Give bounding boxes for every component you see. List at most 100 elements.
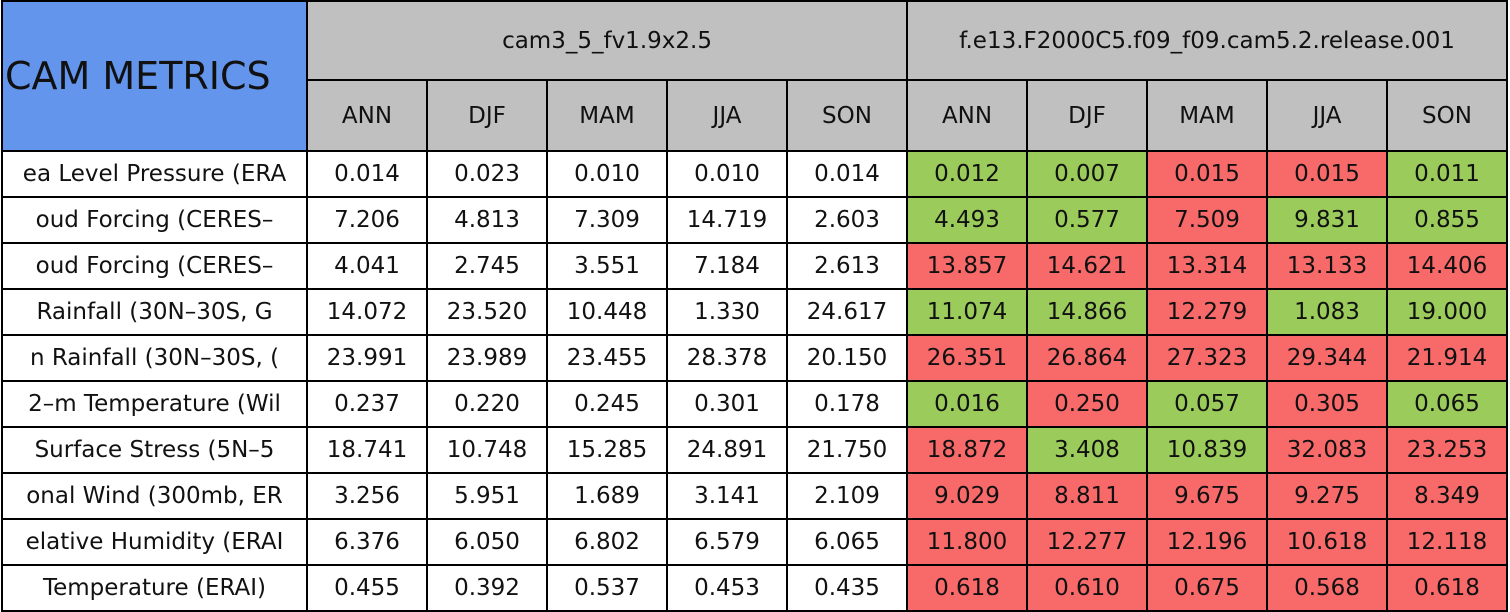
- value-cell: 19.000: [1386, 288, 1509, 336]
- value-cell: 6.050: [426, 518, 548, 566]
- value-cell: 24.891: [666, 426, 788, 474]
- value-cell: 0.015: [1146, 150, 1269, 198]
- value-cell: 10.839: [1146, 426, 1269, 474]
- value-cell: 0.245: [546, 380, 668, 428]
- row-label: onal Wind (300mb, ER: [1, 472, 308, 520]
- value-cell: 9.675: [1146, 472, 1269, 520]
- value-cell: 0.455: [306, 564, 428, 612]
- row-label: ea Level Pressure (ERA: [1, 150, 308, 198]
- value-cell: 0.392: [426, 564, 548, 612]
- data-row: 2–m Temperature (Wil 0.237 0.220 0.245 0.301…: [1, 380, 1509, 428]
- value-cell: 4.813: [426, 196, 548, 244]
- value-cell: 0.014: [785, 150, 909, 198]
- value-cell: 3.408: [1026, 426, 1149, 474]
- value-cell: 0.016: [906, 380, 1029, 428]
- value-cell: 0.675: [1146, 564, 1269, 612]
- value-cell: 7.184: [666, 242, 788, 290]
- season-header: ANN: [306, 79, 428, 152]
- value-cell: 1.330: [666, 288, 788, 336]
- value-cell: 6.376: [306, 518, 428, 566]
- value-cell: 9.831: [1266, 196, 1389, 244]
- value-cell: 0.010: [666, 150, 788, 198]
- value-cell: 0.007: [1026, 150, 1149, 198]
- value-cell: 4.041: [306, 242, 428, 290]
- row-label: 2–m Temperature (Wil: [1, 380, 308, 428]
- value-cell: 18.741: [306, 426, 428, 474]
- value-cell: 28.378: [666, 334, 788, 382]
- value-cell: 0.012: [906, 150, 1029, 198]
- season-header: JJA: [1266, 79, 1389, 152]
- season-header: DJF: [1026, 79, 1149, 152]
- value-cell: 12.196: [1146, 518, 1269, 566]
- season-header: MAM: [546, 79, 668, 152]
- value-cell: 0.010: [546, 150, 668, 198]
- value-cell: 26.864: [1026, 334, 1149, 382]
- value-cell: 0.023: [426, 150, 548, 198]
- value-cell: 0.015: [1266, 150, 1389, 198]
- season-header: SON: [1386, 79, 1509, 152]
- value-cell: 13.133: [1266, 242, 1389, 290]
- value-cell: 0.014: [306, 150, 428, 198]
- value-cell: 8.349: [1386, 472, 1509, 520]
- value-cell: 24.617: [785, 288, 909, 336]
- value-cell: 20.150: [785, 334, 909, 382]
- value-cell: 23.989: [426, 334, 548, 382]
- value-cell: 29.344: [1266, 334, 1389, 382]
- value-cell: 0.435: [785, 564, 909, 612]
- value-cell: 7.206: [306, 196, 428, 244]
- value-cell: 9.029: [906, 472, 1029, 520]
- season-row: ANN DJF MAM JJA SON ANN DJF MAM JJA SON: [2, 79, 1509, 152]
- value-cell: 10.448: [546, 288, 668, 336]
- value-cell: 0.237: [306, 380, 428, 428]
- value-cell: 1.689: [546, 472, 668, 520]
- data-row: n Rainfall (30N–30S, (23.991 23.989 23.455…: [1, 334, 1509, 382]
- value-cell: 2.603: [785, 196, 909, 244]
- value-cell: 23.253: [1386, 426, 1509, 474]
- value-cell: 12.277: [1026, 518, 1149, 566]
- value-cell: 0.065: [1386, 380, 1509, 428]
- value-cell: 10.618: [1266, 518, 1389, 566]
- value-cell: 32.083: [1266, 426, 1389, 474]
- value-cell: 0.577: [1026, 196, 1149, 244]
- value-cell: 12.279: [1146, 288, 1269, 336]
- value-cell: 9.275: [1266, 472, 1389, 520]
- row-label: Temperature (ERAI): [1, 564, 308, 612]
- data-row: elative Humidity (ERAI 6.376 6.050 6.802 6.5…: [1, 518, 1509, 566]
- value-cell: 7.509: [1146, 196, 1269, 244]
- value-cell: 0.250: [1026, 380, 1149, 428]
- value-cell: 0.610: [1026, 564, 1149, 612]
- data-row: oud Forcing (CERES– 7.206 4.813 7.309 14.719…: [1, 196, 1509, 244]
- data-row: oud Forcing (CERES– 4.041 2.745 3.551 7.184 2…: [1, 242, 1509, 290]
- value-cell: 0.305: [1266, 380, 1389, 428]
- data-row: Surface Stress (5N–5 18.741 10.748 15.285 24…: [1, 426, 1509, 474]
- value-cell: 6.065: [785, 518, 909, 566]
- value-cell: 1.083: [1266, 288, 1389, 336]
- value-cell: 26.351: [906, 334, 1029, 382]
- value-cell: 6.579: [666, 518, 788, 566]
- value-cell: 23.455: [546, 334, 668, 382]
- value-cell: 14.621: [1026, 242, 1149, 290]
- value-cell: 13.857: [906, 242, 1029, 290]
- row-label: oud Forcing (CERES–: [1, 242, 308, 290]
- season-header: ANN: [906, 79, 1029, 152]
- row-label: Rainfall (30N–30S, G: [1, 288, 308, 336]
- row-label: Surface Stress (5N–5: [1, 426, 308, 474]
- value-cell: 0.301: [666, 380, 788, 428]
- value-cell: 7.309: [546, 196, 668, 244]
- value-cell: 4.493: [906, 196, 1029, 244]
- value-cell: 2.109: [785, 472, 909, 520]
- value-cell: 10.748: [426, 426, 548, 474]
- group-header: f.e13.F2000C5.f09_f09.cam5.2.release.001: [906, 0, 1509, 81]
- value-cell: 0.453: [666, 564, 788, 612]
- value-cell: 2.745: [426, 242, 548, 290]
- row-label: oud Forcing (CERES–: [1, 196, 308, 244]
- value-cell: 21.914: [1386, 334, 1509, 382]
- value-cell: 3.256: [306, 472, 428, 520]
- value-cell: 13.314: [1146, 242, 1269, 290]
- value-cell: 8.811: [1026, 472, 1149, 520]
- value-cell: 12.118: [1386, 518, 1509, 566]
- season-header: DJF: [426, 79, 548, 152]
- data-row: Rainfall (30N–30S, G 14.072 23.520 10.448 1.…: [1, 288, 1509, 336]
- value-cell: 0.057: [1146, 380, 1269, 428]
- season-header: SON: [785, 79, 909, 152]
